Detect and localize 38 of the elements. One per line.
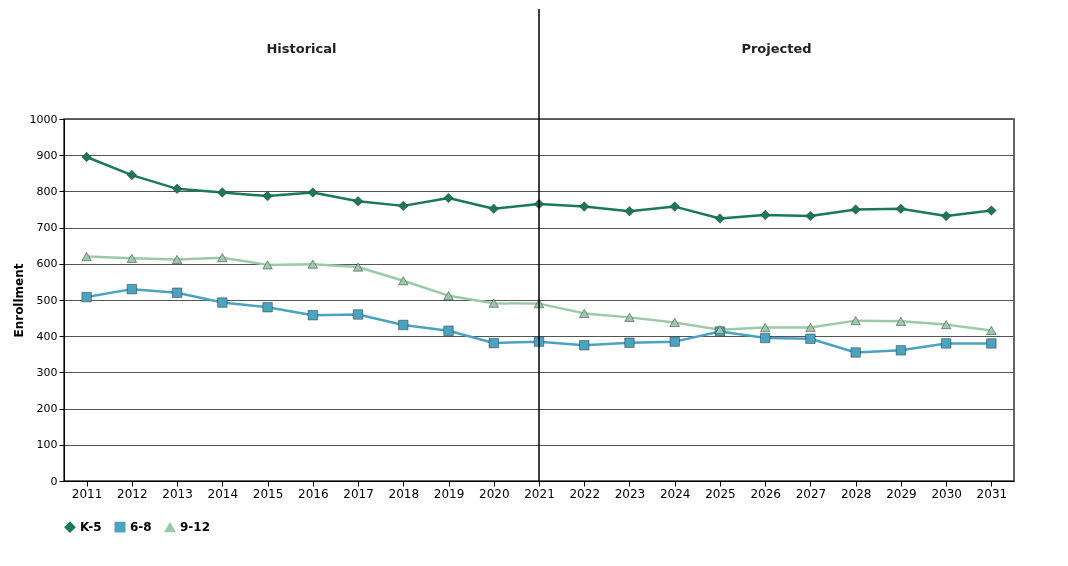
x-tick-label: 2025	[705, 486, 736, 501]
x-tick-label: 2019	[433, 486, 465, 501]
y-tick-label: 900	[36, 148, 58, 162]
text: Historical	[266, 41, 337, 56]
x-tick-label: 2011	[71, 486, 103, 501]
y-tick-label: 400	[36, 329, 58, 343]
y-tick-label: 500	[36, 293, 58, 307]
x-tick-label: 2023	[614, 486, 646, 501]
y-tick-label: 100	[36, 438, 58, 452]
x-tick-label: 2014	[207, 486, 239, 501]
x-tick-label: 2016	[298, 486, 329, 501]
y-tick-label: 700	[36, 221, 58, 235]
legend-label: 6-8	[130, 520, 152, 535]
x-tick-label: 2017	[343, 486, 374, 501]
x-tick-label: 2012	[117, 486, 148, 501]
y-tick-label: 0	[50, 474, 58, 488]
y-tick-label: 200	[36, 402, 58, 416]
x-tick-label: 2022	[569, 486, 601, 501]
x-tick-label: 2031	[976, 486, 1008, 501]
x-tick-label: 2021	[524, 486, 555, 501]
y-tick-label: 300	[36, 365, 58, 379]
x-tick-label: 2018	[388, 486, 420, 501]
x-tick-label: 2028	[840, 486, 872, 501]
x-tick-label: 2024	[659, 486, 691, 501]
x-tick-label: 2015	[252, 486, 284, 501]
y-tick-label: 800	[36, 184, 58, 198]
x-tick-label: 2027	[795, 486, 827, 501]
x-tick-label: 2013	[162, 486, 193, 501]
x-tick-label: 2026	[750, 486, 781, 501]
legend-label: K-5	[80, 520, 102, 535]
y-axis-title: Enrollment	[11, 263, 26, 338]
x-tick-label: 2029	[886, 486, 917, 501]
y-tick-label: 600	[36, 257, 58, 271]
legend-label: 9-12	[180, 520, 211, 535]
y-tick-label: 1000	[29, 112, 58, 126]
x-tick-label: 2020	[478, 486, 510, 501]
text: Projected	[741, 41, 812, 56]
x-tick-label: 2030	[931, 486, 962, 501]
